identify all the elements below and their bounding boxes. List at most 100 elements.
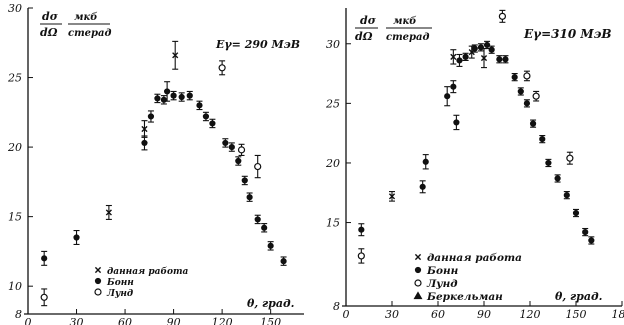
legend-item: Лунд xyxy=(414,278,458,290)
y-tick-label: 15 xyxy=(326,217,340,230)
data-point-filled xyxy=(471,44,478,53)
y-tick-label: 25 xyxy=(7,72,22,85)
data-point-filled xyxy=(73,229,80,246)
data-point-filled xyxy=(545,158,552,168)
data-point-filled xyxy=(261,223,268,233)
data-point-filled xyxy=(160,95,167,105)
data-point-filled xyxy=(235,156,242,166)
y-tick-label: 20 xyxy=(7,141,22,154)
x-tick-label: 0 xyxy=(343,308,350,321)
y-tick-label: 10 xyxy=(8,280,22,293)
y-label-den: dΩ xyxy=(355,30,373,43)
data-point-cross xyxy=(172,40,179,70)
data-point-cross xyxy=(388,191,396,202)
data-point-filled xyxy=(267,241,274,251)
y-label-den: dΩ xyxy=(40,26,58,39)
data-point-filled xyxy=(496,55,503,64)
data-point-filled xyxy=(523,99,531,108)
y-label-num: dσ xyxy=(360,14,377,27)
data-point-filled xyxy=(358,223,365,237)
x-tick-label: 30 xyxy=(70,316,84,325)
ticks-left: 8 10 15 20 25 30 0 30 60 90 120 150 xyxy=(7,2,281,325)
legend-item: Беркельман xyxy=(413,291,503,303)
data-point-open xyxy=(498,9,506,23)
data-point-open xyxy=(237,143,246,156)
data-point-filled xyxy=(539,134,546,144)
data-point-filled xyxy=(228,142,235,152)
axes-right xyxy=(342,8,622,307)
data-point-filled xyxy=(582,227,589,237)
data-point-filled xyxy=(241,175,248,186)
marks-left xyxy=(40,40,287,307)
y-unit-den: стерад xyxy=(68,28,112,39)
y-label-left: dσ dΩ мкб стерад xyxy=(40,10,112,39)
data-point-filled xyxy=(456,53,463,67)
y-unit-num: мкб xyxy=(393,16,417,27)
data-point-cross xyxy=(105,204,112,220)
data-point-cross xyxy=(450,49,457,65)
data-point-filled xyxy=(280,256,287,266)
data-point-filled xyxy=(422,154,429,170)
y-unit-den: стерад xyxy=(386,32,430,43)
x-tick-label: 150 xyxy=(566,308,587,321)
data-point-filled xyxy=(196,100,203,111)
legend-label: Лунд xyxy=(106,289,133,299)
data-point-open xyxy=(218,60,226,76)
y-tick-label: 30 xyxy=(326,38,340,51)
y-tick-label: 8 xyxy=(333,300,340,313)
data-point-filled xyxy=(222,138,229,148)
chart-left: dσ dΩ мкб стерад Eγ= 290 МэВ θ, град. 8 1… xyxy=(7,2,304,325)
data-point-filled xyxy=(419,180,426,194)
chart-right: dσ dΩ мкб стерад Eγ=310 МэВ θ, град. 8 15… xyxy=(325,8,624,321)
legend-item: данная работа xyxy=(414,252,522,264)
data-point-filled xyxy=(588,236,595,245)
x-tick-label: 150 xyxy=(260,316,281,325)
data-point-filled xyxy=(572,208,580,218)
legend-label: данная работа xyxy=(107,266,188,277)
data-point-filled xyxy=(502,55,509,64)
x-tick-label: 60 xyxy=(118,316,132,325)
data-point-filled xyxy=(462,52,469,61)
data-point-filled xyxy=(450,80,457,94)
legend-item: данная работа xyxy=(94,266,188,277)
x-tick-label: 120 xyxy=(520,308,541,321)
data-point-filled xyxy=(453,114,460,131)
x-label-left: θ, град. xyxy=(247,297,295,310)
data-point-filled xyxy=(154,93,161,104)
legend-item: Лунд xyxy=(94,288,133,299)
legend-label: Бонн xyxy=(426,265,459,277)
x-tick-label: 60 xyxy=(431,308,445,321)
y-tick-label: 25 xyxy=(325,97,340,110)
data-point-filled xyxy=(209,118,216,129)
x-tick-label: 90 xyxy=(167,316,181,325)
data-point-filled xyxy=(517,87,524,96)
legend-label: Беркельман xyxy=(426,291,503,303)
data-point-filled xyxy=(511,73,518,82)
data-point-filled xyxy=(483,40,491,50)
data-point-open xyxy=(254,154,262,179)
legend-label: Лунд xyxy=(426,278,458,290)
data-point-filled xyxy=(41,250,48,266)
x-tick-label: 120 xyxy=(212,316,233,325)
x-tick-label: 90 xyxy=(477,308,491,321)
legend-label: данная работа xyxy=(427,252,522,264)
data-point-open xyxy=(40,288,48,307)
data-point-filled xyxy=(202,111,210,122)
data-point-filled xyxy=(444,86,451,107)
ticks-right: 8 15 20 25 30 0 30 60 90 120 150 180 xyxy=(325,38,624,321)
data-point-open xyxy=(566,151,574,165)
legend-label: Бонн xyxy=(106,278,134,288)
y-tick-label: 8 xyxy=(15,308,22,321)
data-point-filled xyxy=(254,214,261,225)
y-label-right: dσ dΩ мкб стерад xyxy=(355,14,432,43)
x-tick-label: 30 xyxy=(385,308,399,321)
y-tick-label: 20 xyxy=(325,157,340,170)
data-point-open xyxy=(532,90,540,102)
chart-title-right: Eγ=310 МэВ xyxy=(523,27,612,41)
x-tick-label: 180 xyxy=(612,308,624,321)
data-point-open xyxy=(523,70,531,82)
data-point-cross xyxy=(141,120,148,138)
